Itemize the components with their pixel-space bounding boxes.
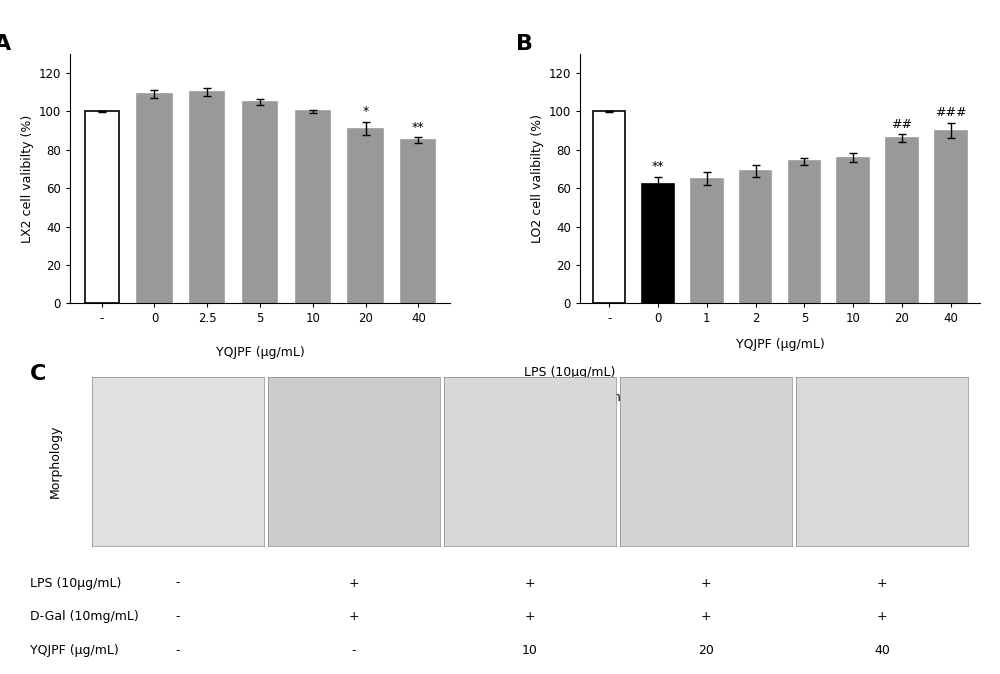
Text: -: - — [176, 576, 180, 590]
Bar — [837, 158, 869, 303]
Y-axis label: LO2 cell valibilty (%): LO2 cell valibilty (%) — [531, 114, 544, 243]
Text: LPS (10μg/mL): LPS (10μg/mL) — [30, 576, 121, 590]
Bar — [85, 111, 119, 303]
Text: YQJPF (μg/mL): YQJPF (μg/mL) — [30, 644, 119, 657]
Text: -: - — [176, 610, 180, 623]
Bar — [190, 92, 224, 303]
Text: 20: 20 — [698, 644, 714, 657]
Bar — [935, 131, 967, 303]
Text: +: + — [701, 576, 711, 590]
Text: -: - — [352, 644, 356, 657]
Text: A: A — [0, 34, 11, 54]
Text: Morphology: Morphology — [48, 425, 62, 498]
Text: D-Gal (10mg/mL): D-Gal (10mg/mL) — [30, 610, 139, 623]
Bar — [296, 111, 330, 303]
Bar — [642, 185, 674, 303]
Bar — [243, 102, 277, 303]
Text: ##: ## — [891, 118, 912, 131]
Text: +: + — [701, 610, 711, 623]
Text: *: * — [362, 105, 369, 118]
Text: LPS (10μg/mL): LPS (10μg/mL) — [524, 366, 615, 379]
Bar — [593, 111, 625, 303]
Text: +: + — [525, 576, 535, 590]
Text: +: + — [349, 610, 359, 623]
Bar — [740, 171, 771, 303]
Text: +: + — [349, 576, 359, 590]
Y-axis label: LX2 cell valibilty (%): LX2 cell valibilty (%) — [21, 115, 34, 243]
Text: **: ** — [652, 160, 664, 173]
Bar — [789, 161, 820, 303]
Text: D-Gal (10mg/mL): D-Gal (10mg/mL) — [524, 391, 633, 404]
Text: C: C — [30, 364, 46, 384]
Bar — [348, 129, 383, 303]
Text: 10: 10 — [522, 644, 538, 657]
Bar — [137, 94, 172, 303]
Text: B: B — [516, 34, 533, 54]
Text: +: + — [877, 576, 887, 590]
Bar — [886, 138, 918, 303]
Text: YQJPF (μg/mL): YQJPF (μg/mL) — [216, 346, 304, 359]
Text: +: + — [525, 610, 535, 623]
Bar — [691, 179, 723, 303]
Text: 40: 40 — [874, 644, 890, 657]
Text: +: + — [877, 610, 887, 623]
Text: **: ** — [412, 121, 425, 133]
Text: YQJPF (μg/mL): YQJPF (μg/mL) — [736, 338, 824, 351]
Text: -: - — [176, 644, 180, 657]
Text: ###: ### — [935, 106, 966, 119]
Bar — [401, 140, 435, 303]
